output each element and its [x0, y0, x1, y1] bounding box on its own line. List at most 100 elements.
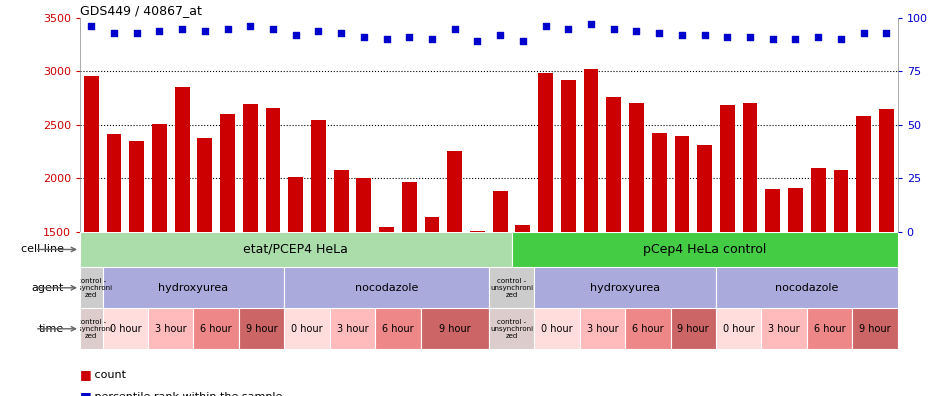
Point — [584, 21, 599, 27]
Bar — [834, 169, 848, 232]
Bar — [811, 168, 825, 232]
Bar — [761, 308, 807, 349]
Text: 0 hour: 0 hour — [110, 324, 141, 334]
Text: GDS449 / 40867_at: GDS449 / 40867_at — [80, 4, 202, 17]
Point — [289, 32, 304, 38]
Point — [765, 36, 780, 42]
Bar — [489, 308, 534, 349]
Bar — [580, 308, 625, 349]
Point — [651, 30, 666, 36]
Point — [879, 30, 894, 36]
Bar — [102, 308, 149, 349]
Text: 9 hour: 9 hour — [859, 324, 891, 334]
Bar — [697, 145, 712, 232]
Text: hydroxyurea: hydroxyurea — [159, 283, 228, 293]
Text: control -
unsynchroni
zed: control - unsynchroni zed — [70, 278, 113, 298]
Point — [856, 30, 871, 36]
Bar — [720, 105, 735, 232]
Bar — [149, 308, 194, 349]
Text: 3 hour: 3 hour — [155, 324, 186, 334]
Bar — [266, 108, 280, 232]
Point — [629, 27, 644, 34]
Point — [674, 32, 689, 38]
Text: hydroxyurea: hydroxyurea — [590, 283, 660, 293]
Bar — [284, 308, 330, 349]
Text: pCep4 HeLa control: pCep4 HeLa control — [643, 243, 766, 256]
Bar — [670, 308, 716, 349]
Point — [84, 23, 99, 30]
Bar — [84, 76, 99, 232]
Bar — [402, 183, 416, 232]
Bar — [511, 232, 898, 267]
Text: 9 hour: 9 hour — [678, 324, 709, 334]
Point — [788, 36, 803, 42]
Bar — [515, 225, 530, 232]
Point — [175, 25, 190, 32]
Point — [834, 36, 849, 42]
Bar — [80, 308, 102, 349]
Point — [197, 27, 212, 34]
Text: etat/PCEP4 HeLa: etat/PCEP4 HeLa — [243, 243, 348, 256]
Text: agent: agent — [31, 283, 64, 293]
Point — [356, 34, 371, 40]
Bar — [425, 217, 439, 232]
Bar — [675, 136, 689, 232]
Text: 0 hour: 0 hour — [541, 324, 572, 334]
Bar — [743, 103, 758, 232]
Text: 0 hour: 0 hour — [291, 324, 322, 334]
Text: time: time — [39, 324, 64, 334]
Bar — [356, 178, 371, 232]
Point — [379, 36, 394, 42]
Bar — [584, 69, 599, 232]
Bar — [80, 232, 511, 267]
Text: 3 hour: 3 hour — [587, 324, 619, 334]
Point — [606, 25, 621, 32]
Bar — [152, 124, 166, 232]
Bar — [716, 267, 898, 308]
Point — [129, 30, 144, 36]
Text: control -
unsynchroni
zed: control - unsynchroni zed — [490, 278, 533, 298]
Bar — [80, 267, 102, 308]
Bar — [765, 189, 780, 232]
Text: nocodazole: nocodazole — [355, 283, 418, 293]
Point — [697, 32, 713, 38]
Point — [311, 27, 326, 34]
Text: cell line: cell line — [21, 244, 64, 255]
Text: 3 hour: 3 hour — [337, 324, 368, 334]
Bar — [220, 114, 235, 232]
Bar — [470, 230, 485, 232]
Point — [243, 23, 258, 30]
Text: ■: ■ — [80, 369, 92, 381]
Bar — [853, 308, 898, 349]
Text: 6 hour: 6 hour — [383, 324, 414, 334]
Text: 9 hour: 9 hour — [246, 324, 277, 334]
Bar — [716, 308, 761, 349]
Bar — [130, 141, 144, 232]
Bar — [243, 105, 258, 232]
Bar — [239, 308, 285, 349]
Text: 6 hour: 6 hour — [200, 324, 232, 334]
Bar — [856, 116, 871, 232]
Point — [470, 38, 485, 44]
Bar — [534, 308, 580, 349]
Bar — [807, 308, 853, 349]
Point — [720, 34, 735, 40]
Point — [493, 32, 508, 38]
Text: nocodazole: nocodazole — [776, 283, 838, 293]
Text: control -
unsynchroni
zed: control - unsynchroni zed — [70, 319, 113, 339]
Bar — [493, 191, 508, 232]
Text: 3 hour: 3 hour — [768, 324, 800, 334]
Text: 0 hour: 0 hour — [723, 324, 755, 334]
Point — [447, 25, 462, 32]
Bar — [625, 308, 670, 349]
Bar — [330, 308, 375, 349]
Point — [265, 25, 280, 32]
Bar — [289, 177, 303, 232]
Text: percentile rank within the sample: percentile rank within the sample — [91, 392, 283, 396]
Bar — [489, 267, 534, 308]
Text: 9 hour: 9 hour — [439, 324, 471, 334]
Text: 6 hour: 6 hour — [632, 324, 664, 334]
Bar — [102, 267, 285, 308]
Bar — [421, 308, 489, 349]
Bar — [175, 87, 190, 232]
